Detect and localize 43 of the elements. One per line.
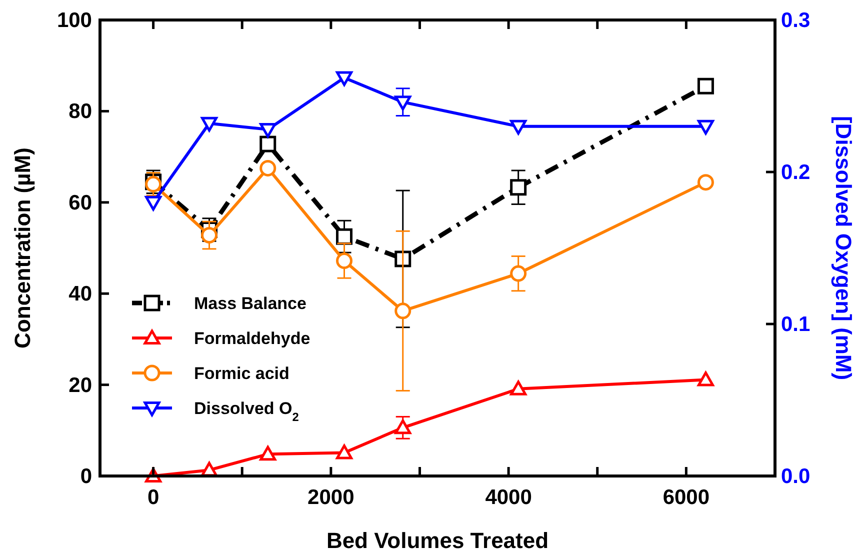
legend-label: Formaldehyde — [194, 329, 310, 348]
point — [510, 380, 527, 396]
point — [394, 96, 412, 110]
x-tick-label: 4000 — [485, 486, 532, 509]
y2-tick-label: 0.1 — [781, 313, 811, 336]
point — [200, 116, 218, 132]
y-tick-label: 100 — [56, 9, 92, 32]
y2-tick-label: 0.3 — [781, 9, 810, 32]
x-axis-title: Bed Volumes Treated — [326, 528, 549, 552]
y-tick-label: 40 — [68, 282, 92, 306]
x-tick-label: 2000 — [308, 486, 354, 509]
point — [260, 446, 276, 461]
x-tick-label: 6000 — [662, 486, 710, 509]
y2-axis-title: [Dissolved Oxygen] (mM) — [831, 116, 856, 380]
legend-label: Dissolved O$_{2}$ — [194, 399, 300, 424]
point — [336, 252, 352, 270]
y-tick-label: 0 — [80, 465, 92, 488]
point — [260, 160, 276, 176]
point — [697, 174, 714, 191]
legend-label: Mass Balance — [194, 294, 306, 313]
point — [145, 196, 162, 211]
y2-tick-label: 0.2 — [781, 161, 810, 184]
point — [697, 120, 714, 135]
x-tick-label: 0 — [147, 486, 160, 509]
point — [200, 226, 218, 244]
legend-label: Formic acid — [194, 364, 290, 383]
point — [394, 302, 412, 320]
y-tick-label: 60 — [68, 191, 92, 214]
point — [336, 228, 352, 245]
y-tick-label: 20 — [68, 374, 92, 397]
point — [510, 120, 527, 135]
y-axis-title: Concentration (µM) — [10, 148, 35, 348]
point — [260, 136, 276, 152]
point — [394, 419, 412, 434]
point — [510, 265, 527, 282]
text: 0.0 — [781, 465, 810, 488]
point — [510, 179, 527, 196]
point — [336, 71, 352, 86]
point — [697, 78, 714, 94]
y-tick-label: 80 — [68, 100, 92, 124]
point — [260, 122, 276, 138]
point — [697, 372, 714, 386]
point — [336, 444, 352, 460]
